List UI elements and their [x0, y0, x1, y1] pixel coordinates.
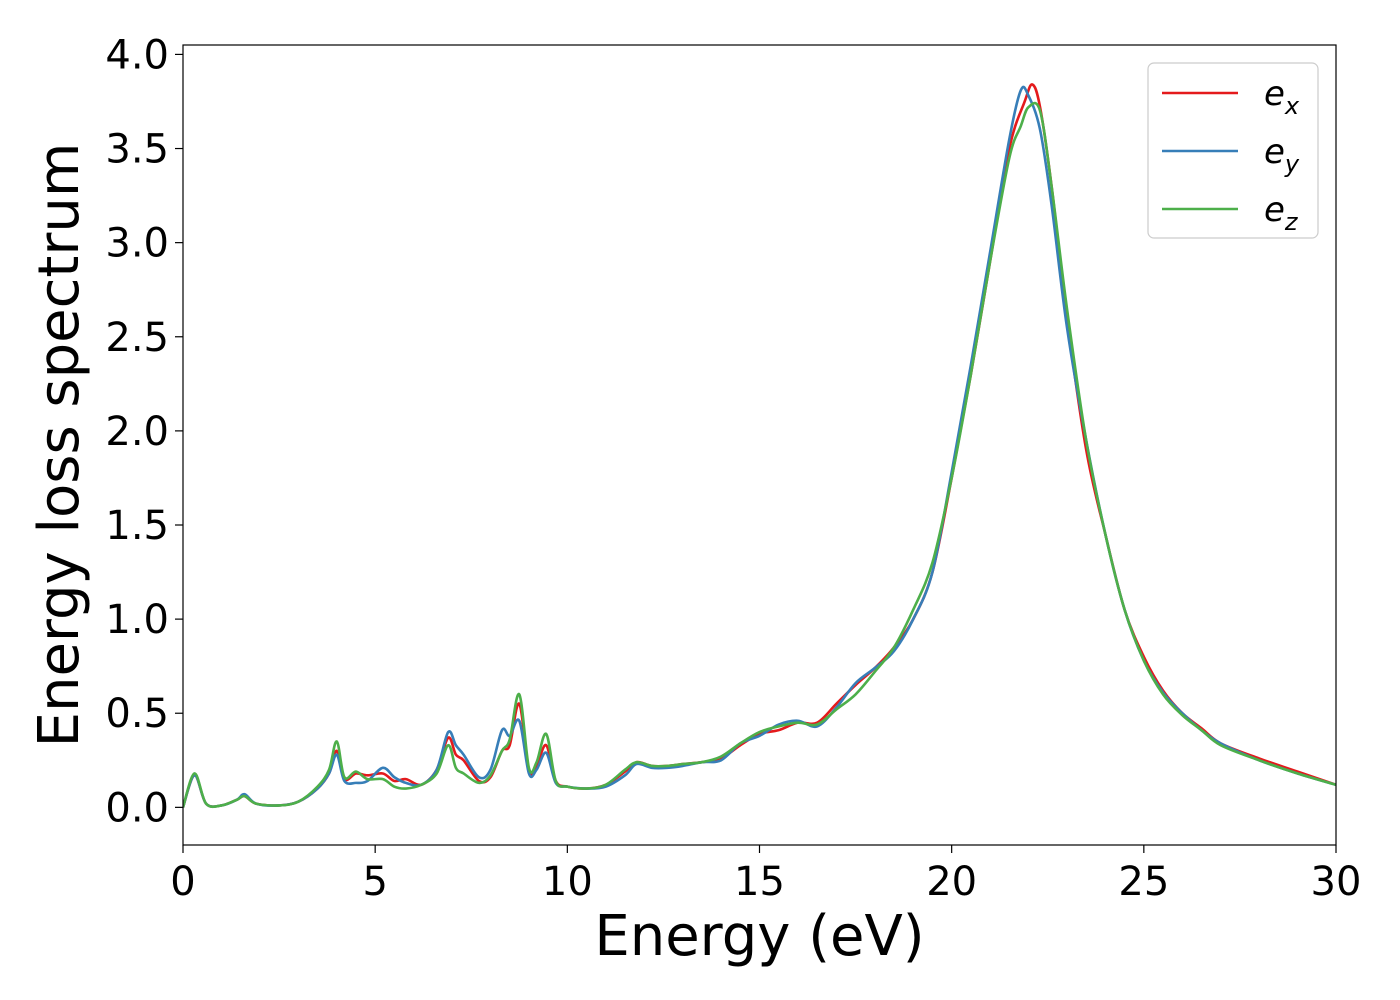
legend-label-base: e [1264, 190, 1285, 230]
legend-label-y: ey [1264, 132, 1300, 178]
x-tick-label: 10 [542, 859, 593, 905]
y-tick-label: 1.5 [105, 503, 169, 549]
series-layer [183, 83, 1336, 809]
legend-label-x: ex [1264, 74, 1300, 120]
x-tick-label: 0 [170, 859, 195, 905]
y-tick-label: 2.0 [105, 409, 169, 455]
legend-label-subscript: y [1284, 150, 1300, 178]
y-axis-ticks: 0.0 0.5 1.0 1.5 2.0 2.5 3.0 3.5 4.0 [105, 32, 183, 831]
y-tick-label: 1.0 [105, 597, 169, 643]
y-tick-label: 4.0 [105, 32, 169, 78]
legend-label-subscript: z [1284, 208, 1299, 236]
series-line-z [183, 101, 1336, 809]
x-axis-ticks: 0 5 10 15 20 25 30 [170, 845, 1361, 905]
legend-label-base: e [1264, 74, 1285, 114]
x-tick-label: 15 [734, 859, 785, 905]
legend-label-subscript: x [1284, 92, 1300, 120]
x-tick-label: 30 [1311, 859, 1362, 905]
series-line-y [183, 85, 1336, 808]
legend-label-z: ez [1264, 190, 1299, 236]
y-tick-label: 0.0 [105, 785, 169, 831]
y-tick-label: 0.5 [105, 691, 169, 737]
y-tick-label: 3.5 [105, 127, 169, 173]
y-tick-label: 3.0 [105, 221, 169, 267]
x-tick-label: 25 [1118, 859, 1169, 905]
x-tick-label: 20 [926, 859, 977, 905]
y-axis-label: Energy loss spectrum [27, 143, 92, 748]
legend-label-base: e [1264, 132, 1285, 172]
y-tick-label: 2.5 [105, 315, 169, 361]
x-axis-label: Energy (eV) [594, 904, 924, 969]
x-tick-label: 5 [362, 859, 387, 905]
